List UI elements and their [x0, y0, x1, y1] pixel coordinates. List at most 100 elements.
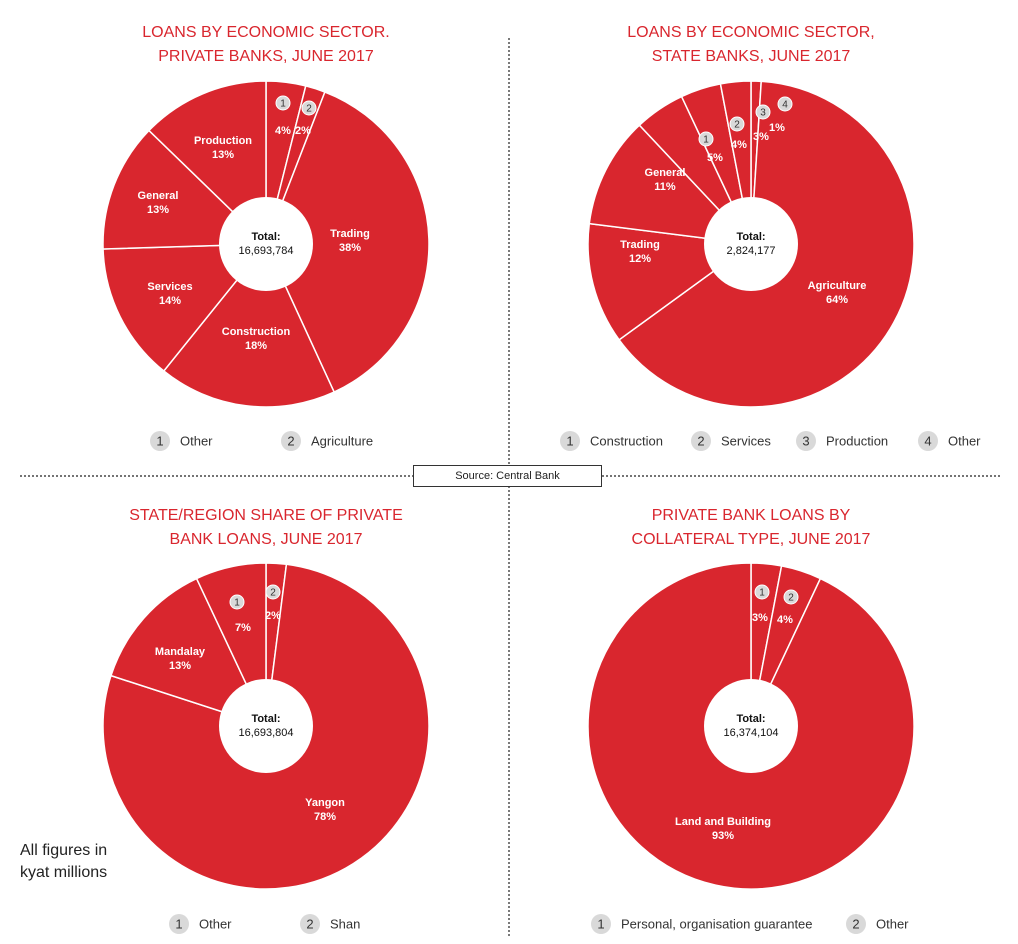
slice-value-label: 12%	[629, 253, 651, 265]
slice-value-label: 11%	[654, 181, 676, 193]
slice-name-label: Construction	[222, 326, 291, 338]
slice-value-label: 3%	[753, 131, 769, 143]
legend-label: Other	[180, 434, 213, 449]
units-note: All figures in kyat millions	[20, 840, 107, 884]
legend-badge	[300, 914, 320, 934]
legend-item: 2 Other	[846, 914, 909, 934]
donut-hole	[219, 679, 313, 773]
pie-slice	[265, 91, 430, 394]
slice-value-label: 7%	[235, 622, 251, 634]
pie-slice	[147, 80, 267, 246]
legend-item: 1 Other	[150, 431, 213, 451]
slice-name-label: General	[138, 190, 179, 202]
legend-number: 2	[697, 434, 704, 449]
chart-title-line: PRIVATE BANKS, JUNE 2017	[158, 48, 374, 65]
legend-number: 1	[175, 917, 182, 932]
slice-badge	[755, 104, 771, 120]
slice-value-label: 18%	[245, 340, 267, 352]
slice-value-label: 13%	[212, 149, 234, 161]
slice-name-label: General	[645, 167, 686, 179]
chart-title-line: BANK LOANS, JUNE 2017	[170, 531, 363, 548]
legend-label: Other	[876, 917, 909, 932]
legend-label: Construction	[590, 434, 663, 449]
pie-slice	[102, 129, 268, 250]
slice-value-label: 5%	[707, 152, 723, 164]
chart-title: LOANS BY ECONOMIC SECTOR. PRIVATE BANKS, …	[142, 24, 389, 65]
slice-name-label: Services	[147, 281, 192, 293]
slice-name-label: Land and Building	[675, 816, 771, 828]
chart-title: PRIVATE BANK LOANS BY COLLATERAL TYPE, JU…	[632, 507, 871, 548]
legend-item: 2 Services	[691, 431, 771, 451]
slice-badge-number: 1	[234, 598, 240, 609]
chart-title-line: LOANS BY ECONOMIC SECTOR,	[627, 24, 874, 41]
legend-label: Agriculture	[311, 434, 373, 449]
slice-name-label: Mandalay	[155, 646, 206, 658]
legend-badge	[918, 431, 938, 451]
legend-label: Other	[948, 434, 981, 449]
slice-badge	[229, 594, 245, 610]
slice-name-label: Agriculture	[808, 280, 867, 292]
slice-badge-number: 1	[703, 135, 709, 146]
units-note-line-1: All figures in	[20, 842, 108, 859]
slice-name-label: Trading	[620, 239, 660, 251]
chart-title-line: STATE/REGION SHARE OF PRIVATE	[129, 507, 403, 524]
slice-badge-number: 1	[759, 588, 765, 599]
legend-item: 2 Shan	[300, 914, 360, 934]
total-label: Total:	[736, 231, 765, 243]
legend-badge	[796, 431, 816, 451]
slice-value-label: 1%	[769, 122, 785, 134]
legend-label: Other	[199, 917, 232, 932]
slice-badge	[301, 100, 317, 116]
donut-hole	[704, 197, 798, 291]
slice-value-label: 14%	[159, 295, 181, 307]
chart-title-line: COLLATERAL TYPE, JUNE 2017	[632, 531, 871, 548]
legend-number: 2	[287, 434, 294, 449]
legend-number: 4	[924, 434, 931, 449]
chart-title-line: LOANS BY ECONOMIC SECTOR.	[142, 24, 389, 41]
legend-badge	[281, 431, 301, 451]
legend-item: 1 Personal, organisation guarantee	[591, 914, 813, 934]
legend-badge	[150, 431, 170, 451]
chart-title-line: PRIVATE BANK LOANS BY	[652, 507, 851, 524]
slice-value-label: 93%	[712, 830, 734, 842]
chart-title-line: STATE BANKS, JUNE 2017	[652, 48, 851, 65]
slice-badge-number: 3	[760, 108, 766, 119]
source-box: Source: Central Bank	[413, 465, 602, 487]
pie-chart-3: STATE/REGION SHARE OF PRIVATE BANK LOANS,…	[102, 507, 430, 934]
slice-value-label: 4%	[731, 139, 747, 151]
pie-slice	[102, 243, 268, 373]
legend-badge	[846, 914, 866, 934]
slice-value-label: 4%	[777, 614, 793, 626]
legend-label: Production	[826, 434, 888, 449]
slice-badge-number: 4	[782, 100, 788, 111]
slice-badge	[698, 131, 714, 147]
slice-name-label: Yangon	[305, 797, 345, 809]
slice-value-label: 13%	[147, 204, 169, 216]
legend-item: 4 Other	[918, 431, 981, 451]
total-label: Total:	[251, 713, 280, 725]
legend-item: 1 Construction	[560, 431, 663, 451]
slice-badge-number: 2	[734, 120, 740, 131]
slice-badge	[777, 96, 793, 112]
pie-chart-4: PRIVATE BANK LOANS BY COLLATERAL TYPE, JU…	[587, 507, 915, 934]
slice-value-label: 2%	[295, 125, 311, 137]
donut-hole	[704, 679, 798, 773]
pie-chart-2: LOANS BY ECONOMIC SECTOR, STATE BANKS, JU…	[560, 24, 981, 451]
slice-value-label: 64%	[826, 294, 848, 306]
slice-name-label: Trading	[330, 228, 370, 240]
slice-value-label: 4%	[275, 125, 291, 137]
legend-number: 1	[566, 434, 573, 449]
total-value: 16,693,784	[238, 245, 293, 257]
pie-slice	[110, 577, 268, 728]
legend-label: Personal, organisation guarantee	[621, 917, 813, 932]
pie-slice	[162, 242, 336, 408]
slice-value-label: 38%	[339, 242, 361, 254]
slice-badge	[754, 584, 770, 600]
pie-chart-1: LOANS BY ECONOMIC SECTOR. PRIVATE BANKS, …	[102, 24, 430, 451]
legend-badge	[691, 431, 711, 451]
legend-badge	[169, 914, 189, 934]
slice-value-label: 78%	[314, 811, 336, 823]
legend-item: 3 Production	[796, 431, 888, 451]
slice-badge-number: 2	[788, 593, 794, 604]
